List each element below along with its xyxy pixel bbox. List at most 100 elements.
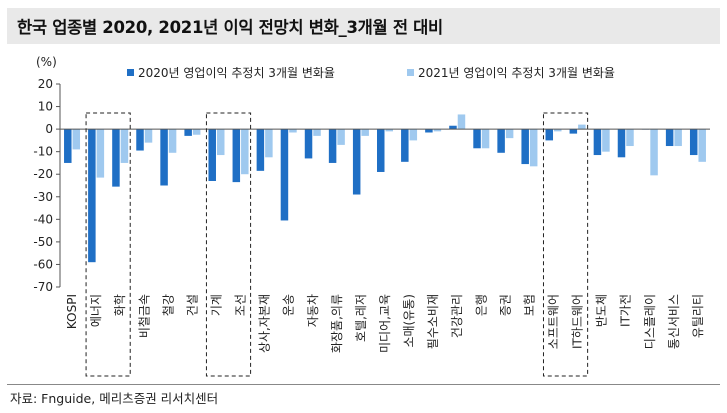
- bar-chart: 20 10 0 -10 -20 -30 -40 -50 -60 -70 KOSPI 에너지 화학 비철금속…: [33, 77, 710, 377]
- bar-2021-22: [602, 129, 610, 152]
- legend-label-2021: 2021년 영업이익 추정치 3개월 변화율: [418, 66, 615, 80]
- highlight-box-0: [85, 112, 131, 377]
- y-tick-label: -10: [33, 145, 53, 159]
- bar-2021-17: [481, 129, 490, 149]
- bar-2020-9: [280, 129, 289, 221]
- bar-2021-10: [313, 129, 321, 136]
- bar-2020-2: [112, 129, 120, 187]
- bar-2021-8: [265, 129, 273, 158]
- bar-2021-25: [674, 129, 682, 147]
- bar-2021-4: [168, 129, 177, 153]
- bar-2021-12: [361, 129, 369, 136]
- y-tick-label: 20: [38, 77, 53, 91]
- bar-2021-13: [385, 129, 393, 132]
- category-label: 상사,자본재: [258, 294, 272, 353]
- bar-2021-16: [457, 114, 466, 130]
- bar-2021-20: [554, 129, 562, 132]
- bar-2021-24: [650, 129, 658, 176]
- bar-2020-10: [304, 129, 313, 159]
- bar-2021-3: [144, 129, 153, 143]
- bar-2021-1: [96, 129, 105, 178]
- bar-2021-6: [216, 129, 225, 156]
- bar-2020-26: [689, 129, 698, 156]
- y-tick-label: 10: [38, 100, 53, 114]
- category-label: 미디어,교육: [378, 294, 392, 353]
- category-label: KOSPI: [65, 294, 79, 329]
- y-tick-label: -20: [33, 167, 53, 181]
- legend-item-2020: 2020년 영업이익 추정치 3개월 변화율: [127, 64, 335, 81]
- category-label: 운송: [282, 294, 296, 316]
- bar-2020-13: [377, 129, 385, 172]
- bar-2020-14: [401, 129, 409, 162]
- bar-2020-19: [521, 129, 529, 165]
- bar-2020-11: [328, 129, 337, 163]
- legend-swatch-2021: [407, 69, 414, 76]
- bar-2020-5: [184, 129, 192, 136]
- y-tick-label: -70: [33, 280, 53, 294]
- category-label: 은행: [473, 294, 488, 316]
- bar-2021-0: [72, 129, 81, 150]
- category-label: 증권: [498, 294, 512, 316]
- bar-2021-11: [337, 129, 345, 145]
- highlight-box-1: [205, 112, 252, 377]
- category-label: IT가전: [619, 294, 633, 327]
- category-label: 건강관리: [450, 294, 464, 338]
- category-label: IT하드웨어: [571, 294, 585, 349]
- bar-2020-25: [665, 129, 674, 147]
- chart-title: 한국 업종별 2020, 2021년 이익 전망치 변화_3개월 전 대비: [17, 18, 443, 37]
- bar-2021-14: [409, 129, 418, 141]
- bar-2020-18: [497, 129, 505, 153]
- y-axis-unit: (%): [36, 55, 57, 69]
- y-tick-label: 0: [45, 122, 53, 136]
- category-label: 소매(유통): [402, 294, 416, 348]
- bar-2021-15: [433, 129, 442, 132]
- category-label: 반도체: [595, 294, 609, 327]
- bar-2020-7: [232, 129, 241, 183]
- legend-swatch-2020: [127, 69, 134, 76]
- source-note: 자료: Fnguide, 메리츠증권 리서치센터: [10, 391, 219, 406]
- bar-2020-17: [473, 129, 481, 149]
- category-label: 철강: [161, 294, 175, 316]
- bar-2021-19: [529, 129, 538, 167]
- footer-divider: [7, 384, 720, 385]
- bar-2020-23: [617, 129, 626, 158]
- bar-2021-7: [241, 129, 249, 175]
- category-label: 필수소비재: [426, 294, 440, 349]
- bar-2021-26: [698, 129, 706, 162]
- bar-2020-3: [136, 129, 144, 151]
- bar-2020-6: [208, 129, 216, 181]
- bar-2021-21: [578, 124, 586, 130]
- category-label: 비철금속: [137, 294, 151, 338]
- bar-2020-4: [160, 129, 168, 186]
- bar-2020-21: [569, 129, 578, 134]
- y-tick-label: -40: [33, 212, 53, 226]
- category-label: 보험: [522, 294, 536, 316]
- category-label: 자동차: [306, 294, 320, 327]
- y-tick-label: -50: [33, 235, 53, 249]
- category-label: 기계: [209, 294, 223, 316]
- bar-2021-23: [626, 129, 634, 147]
- bar-2020-1: [88, 129, 96, 263]
- bar-2020-16: [449, 125, 457, 130]
- category-label: 통신서비스: [667, 294, 681, 349]
- y-tick-label: -30: [33, 190, 53, 204]
- category-label: 호텔,레저: [354, 294, 368, 342]
- bar-2020-20: [545, 129, 554, 141]
- category-label: 화장품,의류: [330, 294, 344, 353]
- category-label: 디스플레이: [643, 294, 657, 349]
- category-label: 화학: [113, 294, 127, 316]
- bar-2020-0: [64, 129, 72, 163]
- category-label: 유틸리티: [691, 294, 705, 338]
- bar-2021-2: [120, 129, 129, 163]
- category-label: 건설: [185, 294, 199, 316]
- bar-2021-9: [289, 129, 297, 133]
- highlight-box-2: [542, 112, 589, 377]
- legend-label-2020: 2020년 영업이익 추정치 3개월 변화율: [138, 66, 335, 80]
- bar-2021-5: [192, 129, 201, 135]
- category-label: 소프트웨어: [547, 294, 561, 349]
- bar-2020-8: [256, 129, 265, 171]
- bar-2020-12: [352, 129, 361, 195]
- category-label: 에너지: [89, 294, 103, 327]
- y-tick-label: -60: [33, 257, 53, 271]
- title-bar: 한국 업종별 2020, 2021년 이익 전망치 변화_3개월 전 대비: [7, 8, 720, 44]
